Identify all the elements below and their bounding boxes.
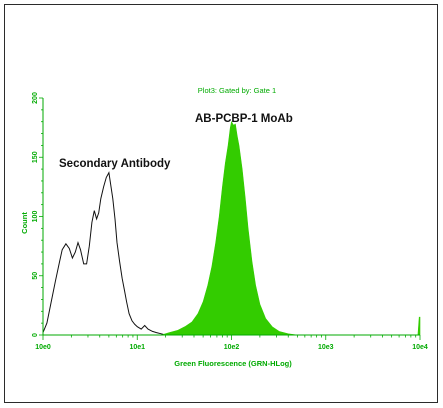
y-tick-label: 100 [32,211,39,223]
y-tick-label: 50 [32,272,39,280]
x-tick-label: 10e1 [129,344,145,351]
y-tick-label: 200 [32,92,39,104]
series-secondary-antibody [42,171,166,336]
x-tick-label: 10e2 [224,344,240,351]
y-tick-label: 0 [32,333,39,337]
series-ab-pcbp-1-moab [161,120,421,336]
x-tick-label: 10e3 [318,344,334,351]
x-tick-label: 10e0 [35,344,51,351]
plot-frame: Plot3: Gated by: Gate 1 Green Fluorescen… [4,4,438,403]
y-axis-label: Count [20,212,29,234]
histogram-chart: Plot3: Gated by: Gate 1 Green Fluorescen… [20,86,428,368]
x-tick-label: 10e4 [412,344,428,351]
chart-title: Plot3: Gated by: Gate 1 [198,86,276,95]
annotation-ab-pcbp-1: AB-PCBP-1 MoAb [195,113,293,125]
y-tick-label: 150 [32,151,39,163]
x-axis-label: Green Fluorescence (GRN-HLog) [174,359,292,368]
annotation-secondary-antibody: Secondary Antibody [59,158,171,170]
